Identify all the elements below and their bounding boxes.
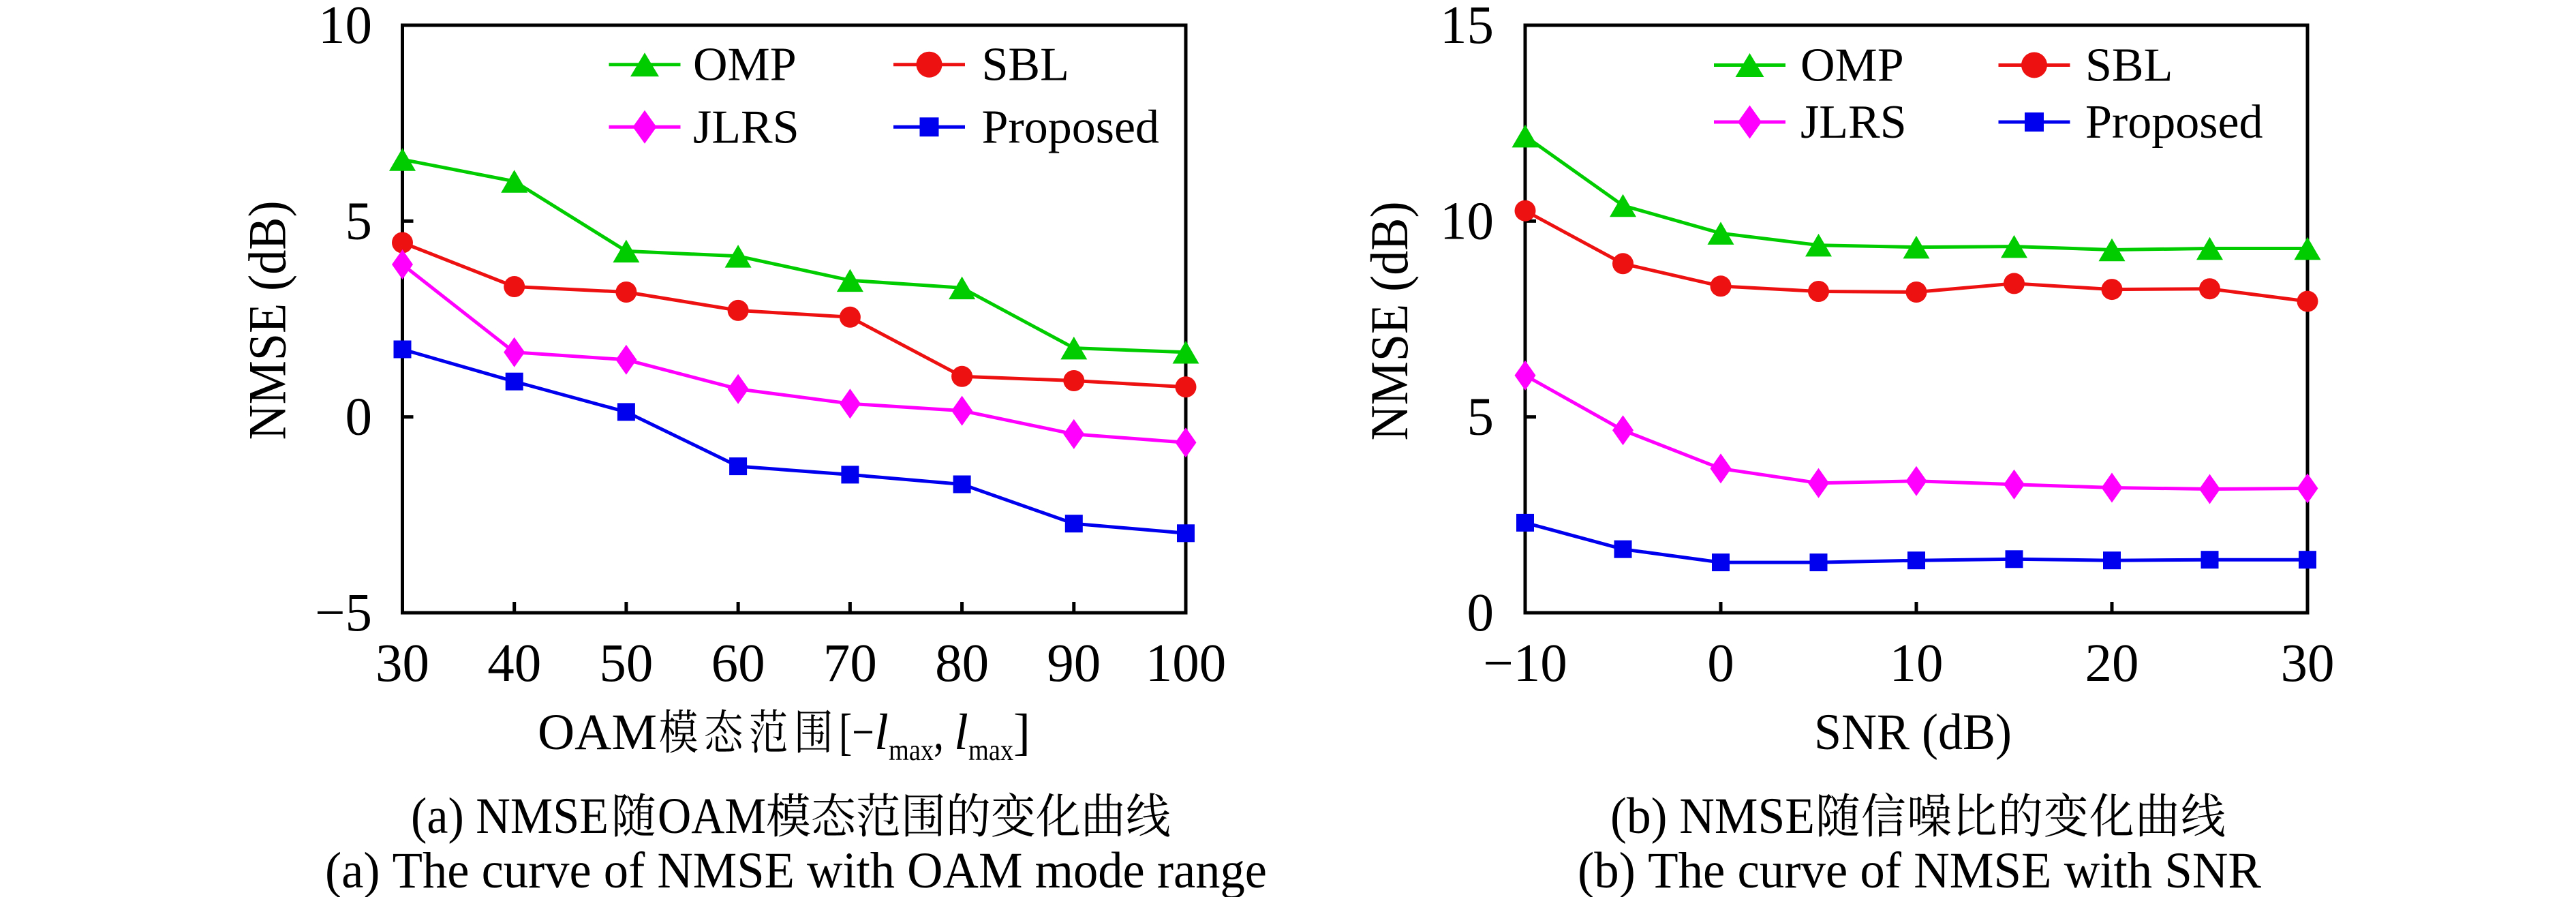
svg-text:JLRS: JLRS [1800, 96, 1907, 149]
svg-text:10: 10 [318, 0, 372, 55]
svg-text:OAM: OAM [538, 704, 657, 761]
svg-text:80: 80 [935, 634, 989, 693]
svg-text:−5: −5 [315, 583, 372, 643]
svg-text:100: 100 [1146, 634, 1227, 693]
svg-text:NMSE (dB): NMSE (dB) [238, 201, 297, 440]
svg-text:(b) NMSE: (b) NMSE [1610, 788, 1815, 845]
svg-text:max: max [889, 733, 934, 767]
svg-text:0: 0 [1707, 634, 1734, 693]
svg-text:10: 10 [1890, 634, 1944, 693]
svg-text:SNR (dB): SNR (dB) [1814, 704, 2012, 761]
svg-text:30: 30 [2281, 634, 2335, 693]
svg-text:5: 5 [1467, 388, 1494, 447]
svg-text:]: ] [1013, 704, 1030, 761]
svg-text:70: 70 [823, 634, 877, 693]
svg-text:(b) The curve of NMSE with SNR: (b) The curve of NMSE with SNR [1578, 842, 2261, 897]
svg-text:40: 40 [487, 634, 541, 693]
svg-text:OMP: OMP [1800, 40, 1904, 92]
svg-text:50: 50 [599, 634, 653, 693]
svg-text:l: l [954, 704, 968, 761]
svg-text:0: 0 [346, 388, 373, 447]
svg-text:30: 30 [375, 634, 429, 693]
svg-text:0: 0 [1467, 583, 1494, 643]
svg-text:NMSE (dB): NMSE (dB) [1360, 202, 1419, 441]
svg-text:OMP: OMP [693, 39, 797, 91]
svg-text:(a) The curve of NMSE with OAM: (a) The curve of NMSE with OAM mode rang… [325, 842, 1267, 897]
svg-text:10: 10 [1440, 192, 1494, 251]
svg-text:60: 60 [711, 634, 765, 693]
svg-text:SBL: SBL [2085, 40, 2173, 92]
svg-text:l: l [874, 704, 889, 761]
svg-text:OAM: OAM [658, 788, 766, 845]
svg-text:Proposed: Proposed [982, 101, 1160, 153]
svg-text:[−: [− [839, 704, 874, 761]
svg-text:(a) NMSE: (a) NMSE [411, 788, 609, 845]
svg-text:SBL: SBL [982, 39, 1069, 91]
svg-text:5: 5 [346, 192, 373, 251]
svg-text:max: max [968, 733, 1013, 767]
svg-text:Proposed: Proposed [2085, 96, 2263, 149]
svg-text:JLRS: JLRS [693, 101, 799, 153]
svg-text:20: 20 [2085, 634, 2139, 693]
svg-text:90: 90 [1047, 634, 1101, 693]
svg-text:−10: −10 [1483, 634, 1567, 693]
svg-text:15: 15 [1440, 0, 1494, 55]
svg-text:,: , [934, 704, 954, 761]
